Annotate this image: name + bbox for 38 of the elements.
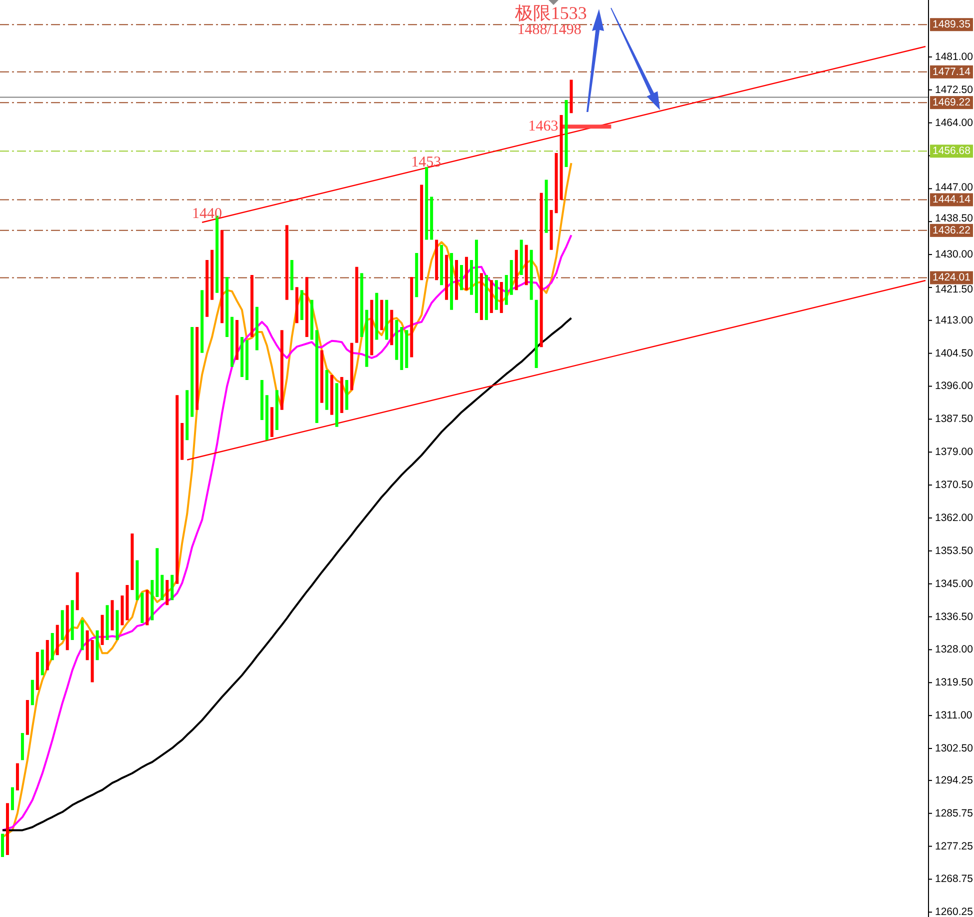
y-tick-label: 1447.00 — [935, 182, 974, 194]
ref-line-label: 1489.35 — [932, 18, 971, 31]
ref-line-label: 1469.22 — [932, 96, 971, 109]
y-tick-label: 1481.00 — [935, 50, 974, 63]
y-tick-label: 1336.50 — [935, 610, 974, 623]
ref-line-label: 1456.68 — [932, 145, 971, 158]
annotation: 1440 — [192, 206, 222, 222]
y-tick-label: 1294.25 — [935, 774, 974, 786]
ref-line-label: 1424.01 — [932, 272, 971, 284]
y-tick-label: 1387.50 — [935, 413, 974, 426]
y-tick-label: 1268.75 — [935, 873, 974, 886]
y-tick-label: 1285.75 — [935, 807, 974, 820]
y-tick-label: 1421.50 — [935, 284, 974, 296]
ref-line-label: 1444.14 — [932, 194, 971, 206]
y-tick-label: 1430.00 — [935, 248, 974, 261]
y-tick-label: 1413.00 — [935, 314, 974, 326]
ref-line-label: 1436.22 — [932, 224, 971, 236]
y-tick-label: 1370.50 — [935, 479, 974, 492]
y-tick-label: 1464.00 — [935, 116, 974, 129]
y-tick-label: 1260.25 — [935, 906, 974, 917]
ref-line-label: 1477.14 — [932, 66, 971, 78]
y-tick-label: 1379.00 — [935, 446, 974, 458]
y-tick-label: 1472.50 — [935, 84, 974, 96]
y-tick-label: 1302.50 — [935, 742, 974, 754]
y-tick-label: 1396.00 — [935, 380, 974, 392]
y-tick-label: 1362.00 — [935, 512, 974, 524]
y-tick-label: 1345.00 — [935, 578, 974, 590]
y-tick-label: 1319.50 — [935, 676, 974, 689]
annotation: 1488/1498 — [517, 22, 582, 38]
annotation: 极限1533 — [514, 3, 587, 23]
annotation: 1453 — [411, 154, 442, 170]
y-tick-label: 1311.00 — [935, 710, 972, 722]
y-tick-label: 1328.00 — [935, 644, 974, 656]
series-label: 1463 — [528, 118, 558, 135]
y-tick-label: 1438.50 — [935, 212, 974, 224]
y-tick-label: 1353.50 — [935, 544, 974, 557]
y-tick-label: 1277.25 — [935, 840, 974, 852]
y-tick-label: 1404.50 — [935, 347, 974, 360]
